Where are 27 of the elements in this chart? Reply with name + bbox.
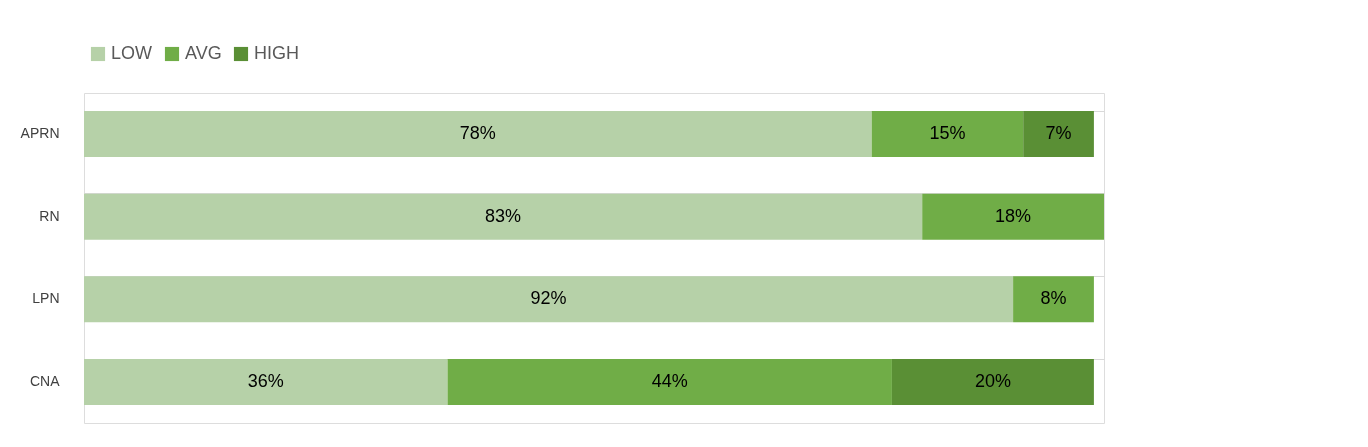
y-tick-label: CNA	[29, 373, 61, 390]
bar	[871, 110, 1024, 157]
bar	[1013, 276, 1094, 323]
data-label: 78%	[459, 122, 496, 143]
legend-label: HIGH	[254, 43, 299, 63]
legend-label: AVG	[185, 43, 222, 63]
legend-label: LOW	[111, 43, 153, 63]
data-label: 20%	[974, 371, 1011, 392]
data-label: 8%	[1040, 288, 1067, 309]
bar	[891, 359, 1094, 406]
y-tick-label: APRN	[20, 124, 60, 141]
data-label: 18%	[995, 205, 1032, 226]
bar	[84, 193, 923, 240]
bar	[84, 359, 448, 406]
data-label: 83%	[485, 205, 522, 226]
bar	[84, 276, 1014, 323]
data-label: 36%	[247, 371, 284, 392]
data-label: 92%	[530, 288, 567, 309]
bar	[1023, 110, 1094, 157]
data-label: 7%	[1045, 122, 1072, 143]
bar	[922, 193, 1104, 240]
bar	[447, 359, 892, 406]
data-label: 44%	[651, 371, 688, 392]
y-tick-label: RN	[39, 207, 60, 224]
data-label: 15%	[929, 122, 966, 143]
y-tick-label: LPN	[32, 290, 60, 307]
bar	[84, 110, 872, 157]
